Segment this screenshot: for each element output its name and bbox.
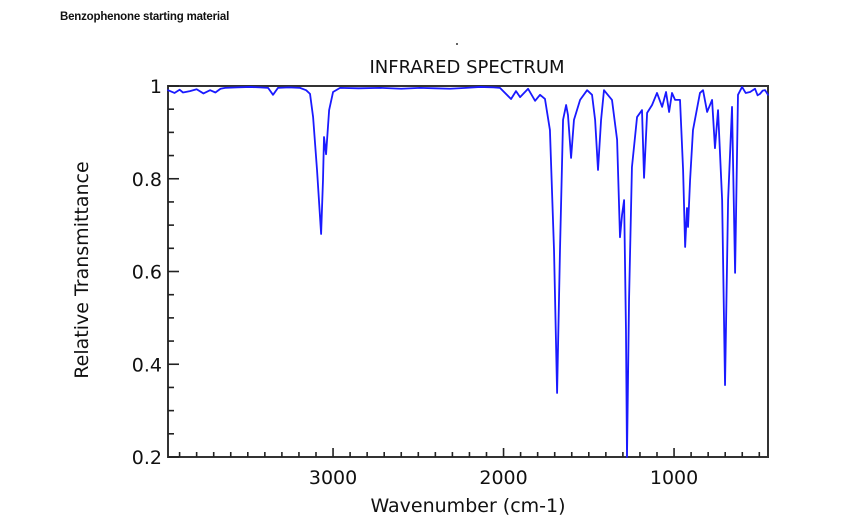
y-tick-label: 0.2 (132, 447, 162, 469)
y-axis-title: Relative Transmittance (71, 161, 93, 378)
chart-title: INFRARED SPECTRUM (369, 57, 564, 78)
spectrum-line (167, 86, 769, 458)
plot-frame (167, 85, 769, 458)
x-tick-label: 3000 (309, 467, 357, 489)
figure-caption: Benzophenone starting material (60, 11, 230, 23)
x-tick-label: 1000 (650, 467, 698, 489)
y-tick-label: 1 (150, 76, 162, 98)
stray-dot (456, 43, 458, 45)
x-axis-title: Wavenumber (cm-1) (370, 495, 565, 517)
y-tick-label: 0.6 (132, 262, 162, 284)
y-tick-label: 0.4 (132, 354, 162, 376)
x-tick-label: 2000 (479, 467, 527, 489)
y-tick-label: 0.8 (132, 169, 162, 191)
